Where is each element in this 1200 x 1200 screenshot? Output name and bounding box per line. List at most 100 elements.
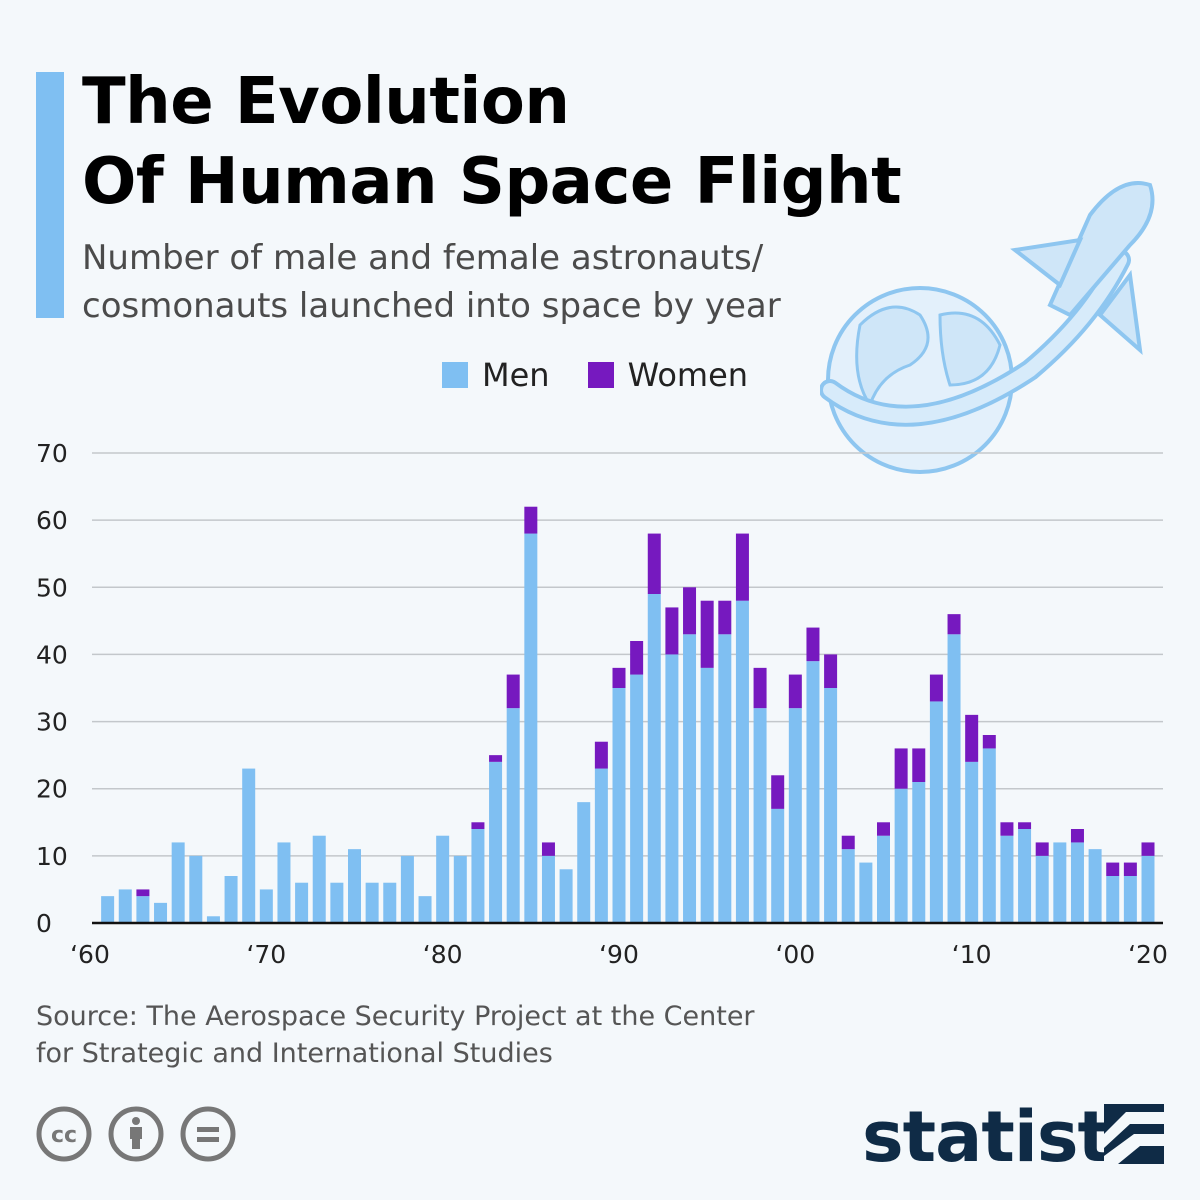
bar-men-1993 [665, 654, 679, 923]
globe-rocket-illustration [820, 181, 1155, 474]
bar-women-2001 [806, 627, 820, 662]
bar-women-1986 [541, 842, 555, 856]
chart-subtitle: Number of male and female astronauts/ co… [82, 234, 781, 330]
bar-women-1995 [700, 600, 714, 668]
attribution-icon[interactable] [108, 1106, 164, 1162]
bar-women-1991 [630, 641, 644, 675]
legend-swatch-women [587, 362, 614, 388]
x-tick-label: ‘00 [775, 940, 815, 969]
legend: Men Women [442, 356, 786, 394]
bar-men-1972 [295, 882, 309, 923]
bar-women-1996 [718, 600, 732, 635]
bar-women-2006 [894, 748, 908, 789]
y-tick-label: 50 [36, 573, 68, 602]
y-tick-label: 40 [36, 640, 68, 669]
legend-item-men: Men [442, 356, 550, 394]
bar-men-2019 [1123, 876, 1137, 923]
subtitle-line-2: cosmonauts launched into space by year [82, 286, 781, 326]
bar-men-1988 [577, 802, 591, 923]
no-derivatives-icon[interactable] [180, 1106, 236, 1162]
bar-men-2001 [806, 661, 820, 923]
x-tick-label: ‘20 [1128, 940, 1168, 969]
accent-bar [36, 72, 64, 318]
svg-text:cc: cc [51, 1123, 77, 1148]
bar-men-2015 [1053, 842, 1067, 923]
bar-women-2005 [877, 822, 890, 836]
bar-women-1984 [506, 674, 520, 709]
bar-women-1998 [753, 667, 767, 709]
y-tick-label: 10 [36, 842, 68, 871]
legend-swatch-men [442, 362, 468, 388]
bar-women-1989 [594, 741, 608, 769]
y-tick-label: 70 [36, 439, 68, 468]
bar-men-1966 [189, 855, 203, 923]
bar-women-2002 [824, 654, 838, 688]
source-line-2: for Strategic and International Studies [36, 1038, 553, 1069]
bar-men-2005 [877, 835, 890, 923]
bar-men-1987 [559, 869, 573, 923]
y-tick-label: 0 [36, 909, 52, 938]
bar-men-1975 [348, 849, 361, 923]
bar-men-1963 [136, 896, 150, 923]
bar-women-2014 [1035, 842, 1049, 856]
title-line-2: Of Human Space Flight [82, 145, 902, 219]
bar-men-2006 [894, 788, 908, 923]
bar-men-1965 [171, 842, 185, 923]
bar-women-1982 [471, 822, 485, 829]
bar-men-1980 [436, 835, 450, 923]
chart-title: The Evolution Of Human Space Flight [82, 62, 902, 222]
bar-men-1968 [224, 876, 238, 923]
bar-women-2018 [1106, 862, 1120, 876]
x-tick-label: ‘80 [423, 940, 463, 969]
statista-logo-icon [1104, 1104, 1164, 1164]
bar-men-2020 [1141, 855, 1155, 923]
bar-men-2012 [1000, 835, 1014, 923]
bar-women-2013 [1018, 822, 1032, 829]
bar-men-1983 [489, 761, 503, 923]
bar-men-1961 [101, 896, 115, 923]
bar-men-1991 [630, 674, 644, 923]
bar-women-2020 [1141, 842, 1155, 856]
creative-commons-icon[interactable]: cc [36, 1106, 92, 1162]
source-line-1: Source: The Aerospace Security Project a… [36, 1001, 755, 1032]
bar-men-1990 [612, 688, 626, 923]
bar-men-1992 [647, 594, 661, 923]
y-tick-label: 20 [36, 775, 68, 804]
bar-men-2014 [1035, 855, 1049, 923]
x-tick-label: ‘60 [70, 940, 110, 969]
bar-men-2013 [1018, 829, 1032, 923]
bar-men-2018 [1106, 876, 1120, 923]
bar-men-1973 [312, 835, 326, 923]
bar-women-1997 [735, 533, 749, 601]
bar-men-1977 [383, 882, 397, 923]
bar-women-2003 [841, 835, 855, 850]
bar-men-1995 [700, 667, 714, 923]
bar-men-2003 [841, 849, 855, 923]
bar-women-2011 [982, 735, 996, 749]
bar-men-1982 [471, 829, 485, 923]
bar-men-1971 [277, 842, 291, 923]
bar-women-2016 [1070, 829, 1084, 843]
bar-women-2010 [965, 714, 979, 762]
bar-men-1989 [594, 768, 608, 923]
bar-women-2007 [912, 748, 926, 782]
bar-men-2004 [859, 862, 873, 923]
bar-men-1997 [735, 600, 749, 923]
source-note: Source: The Aerospace Security Project a… [36, 998, 755, 1072]
bar-men-2008 [929, 701, 943, 923]
bar-women-1992 [647, 533, 661, 594]
bar-men-1962 [118, 889, 132, 923]
bar-men-2010 [965, 761, 979, 923]
bar-men-1984 [506, 708, 520, 923]
bar-men-1967 [206, 916, 220, 923]
y-tick-label: 30 [36, 708, 68, 737]
legend-label-women: Women [627, 356, 749, 394]
bar-men-2017 [1088, 849, 1102, 923]
bar-women-1994 [683, 587, 697, 635]
bar-women-2000 [788, 674, 802, 709]
bar-men-1978 [400, 855, 414, 923]
bar-men-2007 [912, 782, 926, 923]
bar-women-2012 [1000, 822, 1014, 836]
x-tick-label: ‘90 [599, 940, 639, 969]
bar-men-1964 [154, 902, 168, 923]
